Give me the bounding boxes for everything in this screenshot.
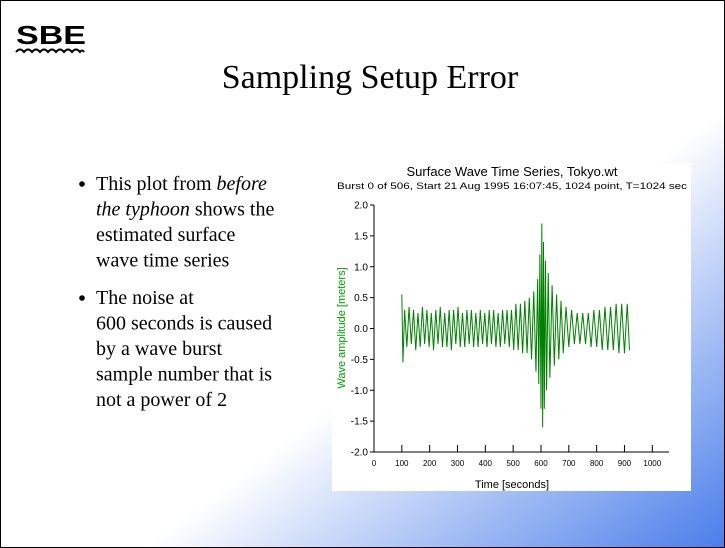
- y-tick-label: -0.5: [351, 355, 369, 366]
- y-tick-label: 0.5: [354, 293, 368, 304]
- text-run: sample number that is: [96, 364, 272, 386]
- logo-text: SBE: [16, 20, 86, 50]
- bullet-line: by a wave burst: [96, 338, 223, 360]
- bullet-line: wave time series: [96, 250, 229, 272]
- bullet-line: This plot from before: [96, 173, 267, 195]
- text-run: The noise at: [96, 287, 194, 309]
- y-tick-label: 1.0: [354, 262, 368, 273]
- x-tick-label: 500: [506, 459, 520, 468]
- slide-title: Sampling Setup Error: [222, 59, 519, 96]
- text-run: wave time series: [96, 250, 229, 272]
- text-run: before: [217, 173, 267, 195]
- bullet-list: This plot from before the typhoon shows t…: [79, 173, 274, 411]
- bullet-line: the typhoon shows the: [96, 199, 274, 221]
- x-tick-label: 300: [451, 459, 465, 468]
- y-tick-label: 2.0: [354, 201, 368, 212]
- text-run: shows the: [190, 199, 275, 221]
- chart: Surface Wave Time Series, Tokyo.wt Burst…: [336, 164, 687, 491]
- x-axis-label: Time [seconds]: [475, 479, 549, 491]
- bullet-dot: [79, 181, 85, 187]
- x-tick-label: 100: [395, 459, 409, 468]
- bullet-line: The noise at: [96, 287, 194, 309]
- text-run: This plot from: [96, 173, 217, 195]
- bullet-line: sample number that is: [96, 364, 272, 386]
- text-run: estimated surface: [96, 224, 235, 246]
- y-tick-label: 1.5: [354, 231, 368, 242]
- bullet-line: 600 seconds is caused: [96, 313, 272, 335]
- bullet-dot: [79, 295, 85, 301]
- chart-subtitle: Burst 0 of 506, Start 21 Aug 1995 16:07:…: [337, 181, 687, 192]
- data-line: [401, 223, 630, 428]
- y-tick-label: -2.0: [351, 448, 369, 459]
- bullet-line: not a power of 2: [96, 389, 227, 411]
- x-tick-label: 200: [423, 459, 437, 468]
- logo: SBE: [15, 20, 86, 54]
- chart-panel: [332, 163, 691, 491]
- x-tick-label: 400: [479, 459, 493, 468]
- logo-waves: [15, 48, 85, 54]
- x-tick-label: 700: [562, 459, 576, 468]
- x-tick-label: 0: [372, 459, 377, 468]
- text-run: not a power of 2: [96, 389, 227, 411]
- x-tick-label: 900: [618, 459, 632, 468]
- x-tick-label: 600: [534, 459, 548, 468]
- x-tick-label: 800: [590, 459, 604, 468]
- text-run: by a wave burst: [96, 338, 223, 360]
- x-tick-label: 1000: [643, 459, 661, 468]
- bullet-line: estimated surface: [96, 224, 235, 246]
- y-tick-label: -1.0: [351, 386, 369, 397]
- text-run: the typhoon: [96, 199, 190, 221]
- chart-title: Surface Wave Time Series, Tokyo.wt: [407, 164, 618, 179]
- y-tick-label: -1.5: [351, 417, 369, 428]
- y-tick-label: 0.0: [354, 324, 368, 335]
- y-axis-label: Wave amplitude [meters]: [336, 267, 348, 388]
- text-run: 600 seconds is caused: [96, 313, 272, 335]
